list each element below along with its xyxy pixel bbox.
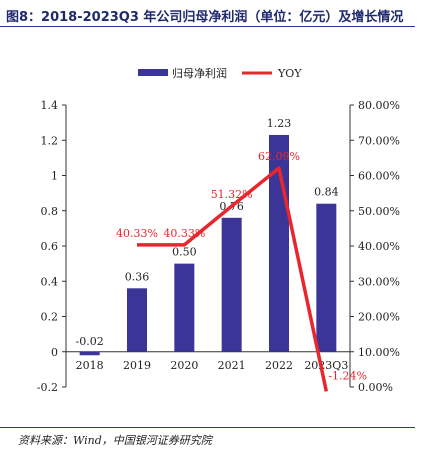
figure-title: 图8：2018-2023Q3 年公司归母净利润（单位：亿元）及增长情况 — [6, 10, 404, 25]
title-rule — [0, 26, 415, 27]
right-tick-label: 70.00% — [358, 134, 400, 147]
bar — [79, 351, 100, 356]
yoy-value-label: 40.33% — [116, 227, 158, 240]
bar-value-label: 1.23 — [267, 117, 292, 130]
right-tick-label: 60.00% — [358, 170, 400, 183]
yoy-value-label: -1.24% — [328, 369, 367, 382]
bar — [221, 217, 242, 352]
left-tick-label: 0.4 — [41, 275, 59, 288]
right-tick-label: 80.00% — [358, 99, 400, 112]
source-rule — [0, 427, 415, 428]
left-tick-label: 0.8 — [41, 205, 59, 218]
category-label: 2020 — [170, 359, 198, 372]
bar-value-label: 0.50 — [172, 246, 197, 259]
right-tick-label: 50.00% — [358, 205, 400, 218]
right-tick-label: 0.00% — [358, 381, 393, 394]
left-tick-label: 0 — [51, 346, 58, 359]
yoy-value-label: 40.33% — [163, 227, 205, 240]
source-note: 资料来源：Wind，中国银河证券研究院 — [18, 434, 212, 447]
right-tick-label: 30.00% — [358, 275, 400, 288]
category-label: 2021 — [218, 359, 246, 372]
bar — [316, 203, 337, 352]
left-tick-label: 1.2 — [41, 134, 59, 147]
bar-value-label: 0.36 — [125, 270, 150, 283]
yoy-line — [137, 166, 329, 392]
left-axis-ticks: -0.2 0 0.2 0.4 0.6 0.8 1 1.2 1.4 — [37, 99, 66, 394]
left-tick-label: 1 — [51, 170, 58, 183]
legend-label-bar: 归母净利润 — [172, 66, 227, 80]
left-tick-label: 0.2 — [41, 311, 59, 324]
left-tick-label: -0.2 — [37, 381, 58, 394]
bar-value-labels: -0.020.360.500.761.230.84 — [76, 117, 339, 348]
category-label: 2019 — [123, 359, 151, 372]
right-tick-label: 10.00% — [358, 346, 400, 359]
yoy-value-label: 62.09% — [258, 150, 300, 163]
bar — [174, 263, 195, 352]
chart: 归母净利润 YOY -0.2 0 0.2 0.4 0.6 0.8 1 1.2 1.4 0.00%… — [37, 66, 400, 394]
category-label: 2023Q3 — [304, 359, 348, 372]
legend-label-line: YOY — [277, 67, 302, 80]
category-label: 2022 — [265, 359, 293, 372]
yoy-value-labels: 40.33% 40.33% 51.32% 62.09% -1.24% — [116, 150, 367, 382]
yoy-value-label: 51.32% — [211, 188, 253, 201]
right-tick-label: 20.00% — [358, 311, 400, 324]
legend: 归母净利润 YOY — [138, 66, 302, 80]
right-tick-label: 40.00% — [358, 240, 400, 253]
category-label: 2018 — [76, 359, 104, 372]
bar-series — [79, 134, 337, 356]
bar-value-label: -0.02 — [76, 335, 104, 348]
right-axis-ticks: 0.00% 10.00% 20.00% 30.00% 40.00% 50.00% 60.00… — [350, 99, 400, 394]
bar-value-label: 0.84 — [314, 186, 339, 199]
legend-swatch-bar — [138, 69, 168, 76]
bar — [127, 288, 147, 352]
left-tick-label: 0.6 — [41, 240, 59, 253]
category-labels: 2018 2019 2020 2021 2022 2023Q3 — [76, 359, 349, 372]
left-tick-label: 1.4 — [41, 99, 59, 112]
